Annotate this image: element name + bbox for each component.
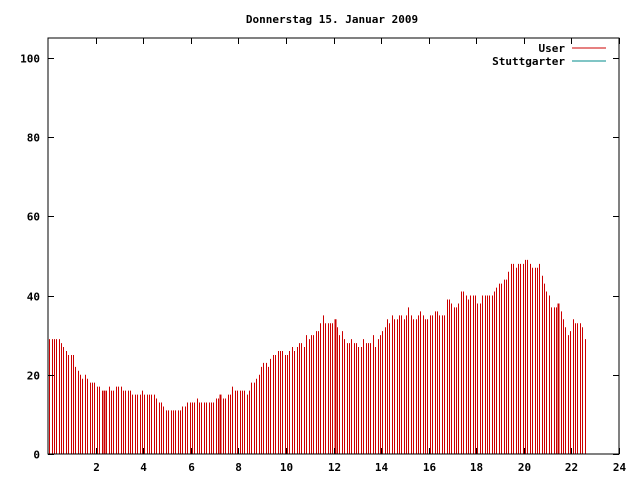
x-tick-label: 16 bbox=[423, 461, 437, 474]
chart-title: Donnerstag 15. Januar 2009 bbox=[246, 13, 418, 26]
x-tick-label: 12 bbox=[328, 461, 341, 474]
x-tick-label: 2 bbox=[93, 461, 100, 474]
x-tick-label: 6 bbox=[188, 461, 195, 474]
y-tick-label: 40 bbox=[27, 291, 40, 304]
x-tick-label: 22 bbox=[565, 461, 578, 474]
x-tick-label: 18 bbox=[470, 461, 483, 474]
x-tick-label: 4 bbox=[140, 461, 147, 474]
plot-frame bbox=[47, 37, 620, 455]
y-tick-label: 100 bbox=[20, 53, 40, 66]
y-tick-label: 20 bbox=[27, 370, 40, 383]
legend-label-user: User bbox=[539, 42, 566, 55]
y-tick-label: 0 bbox=[33, 449, 40, 462]
x-tick-label: 20 bbox=[518, 461, 531, 474]
legend-label-stuttgarter: Stuttgarter bbox=[492, 55, 565, 68]
x-tick-label: 14 bbox=[375, 461, 389, 474]
y-tick-label: 60 bbox=[27, 211, 40, 224]
x-tick-label: 24 bbox=[613, 461, 627, 474]
legend: User Stuttgarter bbox=[492, 42, 606, 68]
bar-series-user bbox=[49, 259, 586, 454]
x-tick-label: 8 bbox=[235, 461, 242, 474]
y-tick-label: 80 bbox=[27, 132, 40, 145]
x-tick-label: 10 bbox=[280, 461, 293, 474]
